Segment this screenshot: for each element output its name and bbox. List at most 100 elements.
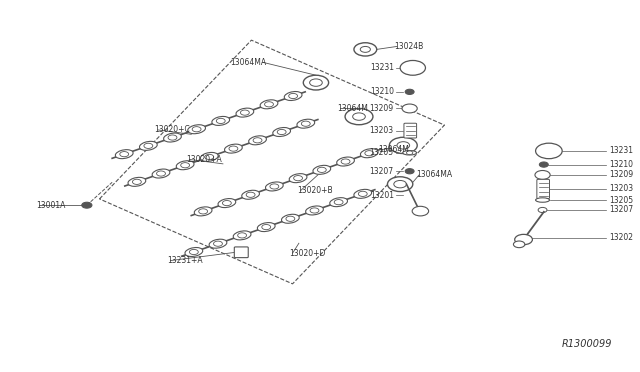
Text: 13020+A: 13020+A [186,155,222,164]
Text: 13064M: 13064M [337,104,368,113]
Ellipse shape [128,177,146,186]
FancyBboxPatch shape [234,247,248,258]
Text: 13064MA: 13064MA [230,58,266,67]
Circle shape [286,216,295,221]
Circle shape [358,191,367,196]
Ellipse shape [225,144,243,153]
Text: 13205: 13205 [370,148,394,157]
Text: 13202: 13202 [609,233,633,242]
Circle shape [270,184,279,189]
Circle shape [405,169,414,174]
Ellipse shape [266,182,284,191]
Circle shape [189,249,198,254]
Circle shape [341,159,350,164]
Circle shape [237,233,246,238]
Text: 13209: 13209 [609,170,633,179]
Text: 13210: 13210 [370,87,394,96]
Circle shape [262,224,271,230]
Text: 13209: 13209 [370,104,394,113]
Ellipse shape [289,174,307,183]
Circle shape [536,143,562,159]
Text: 13207: 13207 [370,167,394,176]
Circle shape [360,46,371,52]
Circle shape [334,199,343,205]
Circle shape [394,180,406,188]
Circle shape [365,151,374,156]
Text: 13001A: 13001A [36,201,65,210]
Circle shape [289,93,298,99]
Text: 13231: 13231 [609,147,633,155]
Circle shape [513,241,525,248]
Circle shape [229,146,238,151]
Ellipse shape [176,161,194,170]
Text: 13201: 13201 [370,191,394,200]
Ellipse shape [360,149,378,158]
Ellipse shape [337,157,355,166]
Text: 13064M: 13064M [378,145,409,154]
Circle shape [317,167,326,173]
Circle shape [120,151,129,157]
Circle shape [253,138,262,143]
Ellipse shape [403,151,417,155]
Ellipse shape [212,116,230,125]
Circle shape [216,118,225,124]
Circle shape [402,104,417,113]
FancyBboxPatch shape [404,123,417,138]
Circle shape [389,137,417,154]
Circle shape [538,208,547,212]
Circle shape [310,79,323,86]
Ellipse shape [536,198,550,202]
Ellipse shape [242,190,259,199]
Circle shape [192,126,201,132]
Circle shape [405,89,414,94]
Ellipse shape [257,222,275,231]
Text: 13020+C: 13020+C [154,125,190,134]
Circle shape [144,143,153,148]
Circle shape [353,113,365,120]
Ellipse shape [188,125,205,134]
Text: 13210: 13210 [609,160,633,169]
Text: 13064MA: 13064MA [416,170,452,179]
Circle shape [397,142,410,149]
Ellipse shape [152,169,170,178]
Text: 13231+A: 13231+A [167,256,203,265]
Circle shape [400,61,426,75]
Ellipse shape [330,198,348,206]
Circle shape [241,110,250,115]
Ellipse shape [313,165,331,174]
Text: 13231: 13231 [370,63,394,72]
Circle shape [205,154,214,160]
Circle shape [310,208,319,213]
Ellipse shape [236,108,254,117]
Text: 13020+B: 13020+B [298,186,333,195]
Circle shape [535,170,550,179]
FancyBboxPatch shape [537,179,550,199]
Ellipse shape [115,150,133,158]
Text: 13205: 13205 [609,196,633,205]
Circle shape [264,102,273,107]
Ellipse shape [305,206,323,215]
Circle shape [277,129,286,135]
Ellipse shape [195,207,212,216]
Circle shape [294,176,303,181]
Circle shape [214,241,223,246]
Ellipse shape [200,153,218,161]
Circle shape [223,201,231,206]
Circle shape [412,206,429,216]
Circle shape [132,179,141,185]
Circle shape [515,234,532,245]
Ellipse shape [273,128,291,137]
Circle shape [345,109,373,125]
Circle shape [301,121,310,126]
Ellipse shape [218,199,236,208]
Circle shape [82,202,92,208]
Circle shape [354,43,377,56]
Circle shape [406,151,413,155]
Text: 13203: 13203 [609,185,633,193]
Circle shape [198,209,207,214]
Text: R1300099: R1300099 [562,339,612,349]
Ellipse shape [233,231,251,240]
Ellipse shape [284,92,302,100]
Text: 13207: 13207 [609,205,633,215]
Ellipse shape [209,239,227,248]
